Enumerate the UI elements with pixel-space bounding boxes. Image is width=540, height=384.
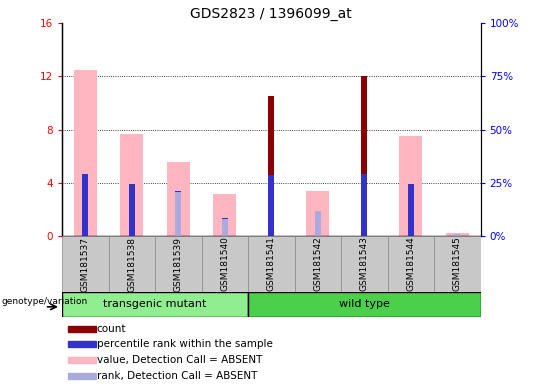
Text: GSM181544: GSM181544 (407, 237, 415, 291)
Bar (68, 341, 96, 348)
FancyBboxPatch shape (341, 236, 388, 292)
FancyBboxPatch shape (109, 236, 155, 292)
FancyBboxPatch shape (62, 236, 109, 292)
Bar (222, 217, 228, 236)
Text: GSM181545: GSM181545 (453, 237, 462, 291)
Bar (129, 184, 135, 236)
Bar (306, 191, 329, 236)
Bar (454, 234, 461, 236)
FancyBboxPatch shape (62, 292, 248, 317)
Text: wild type: wild type (339, 299, 390, 310)
Bar (446, 233, 469, 236)
Text: value, Detection Call = ABSENT: value, Detection Call = ABSENT (97, 355, 262, 365)
Text: rank, Detection Call = ABSENT: rank, Detection Call = ABSENT (97, 371, 257, 381)
Text: GSM181539: GSM181539 (174, 237, 183, 291)
Bar (167, 162, 190, 236)
Bar (74, 70, 97, 236)
Bar (222, 219, 228, 236)
FancyBboxPatch shape (388, 236, 434, 292)
Text: GSM181540: GSM181540 (220, 237, 230, 291)
Bar (82, 174, 89, 236)
Bar (176, 192, 181, 236)
FancyBboxPatch shape (201, 236, 248, 292)
FancyBboxPatch shape (295, 236, 341, 292)
Bar (361, 174, 367, 236)
Text: GSM181541: GSM181541 (267, 237, 276, 291)
Text: genotype/variation: genotype/variation (1, 297, 87, 306)
Bar (68, 326, 96, 332)
Text: GSM181538: GSM181538 (127, 237, 136, 291)
Bar (315, 211, 321, 236)
Text: percentile rank within the sample: percentile rank within the sample (97, 339, 273, 349)
Bar (213, 194, 237, 236)
FancyBboxPatch shape (155, 236, 201, 292)
Bar (68, 357, 96, 363)
FancyBboxPatch shape (248, 236, 295, 292)
Text: GSM181537: GSM181537 (81, 237, 90, 291)
Text: GSM181542: GSM181542 (313, 237, 322, 291)
Bar (176, 191, 181, 236)
FancyBboxPatch shape (248, 292, 481, 317)
Text: count: count (97, 324, 126, 334)
Bar (268, 96, 274, 236)
Title: GDS2823 / 1396099_at: GDS2823 / 1396099_at (191, 7, 352, 21)
Text: GSM181543: GSM181543 (360, 237, 369, 291)
Bar (120, 134, 144, 236)
Bar (399, 136, 422, 236)
Bar (361, 76, 367, 236)
Bar (68, 373, 96, 379)
Text: transgenic mutant: transgenic mutant (104, 299, 207, 310)
FancyBboxPatch shape (434, 236, 481, 292)
Bar (408, 184, 414, 236)
Bar (268, 175, 274, 236)
